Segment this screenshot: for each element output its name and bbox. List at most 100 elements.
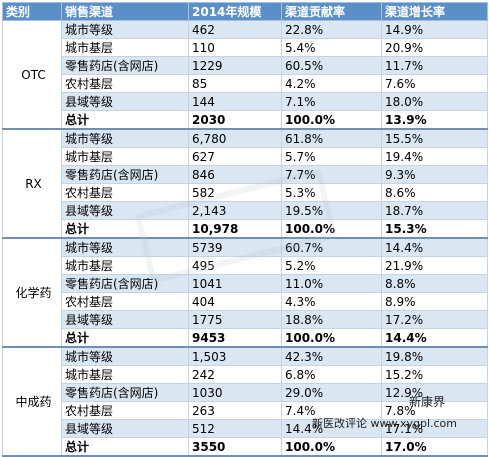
channel-cell: 总计 [61, 219, 189, 239]
header-row: 类别 销售渠道 2014年规模 渠道贡献率 渠道增长率 [2, 2, 488, 21]
growth-cell: 15.2% [381, 365, 488, 384]
table-row: 零售药店(含网店) 846 7.7% 9.3% [3, 165, 488, 184]
scale-cell: 1229 [188, 56, 282, 75]
channel-cell: 城市等级 [61, 237, 189, 257]
table-row: 农村基层 582 5.3% 8.6% [3, 183, 488, 202]
scale-cell: 512 [188, 419, 282, 438]
table-row: 零售药店(含网店) 1229 60.5% 11.7% [3, 56, 488, 75]
contribution-cell: 5.4% [281, 38, 382, 57]
scale-cell: 495 [188, 256, 282, 275]
table-row: 县域等级 2,143 19.5% 18.7% [3, 201, 488, 220]
growth-cell: 13.9% [381, 110, 488, 130]
growth-cell: 15.5% [381, 128, 488, 148]
scale-cell: 85 [188, 74, 282, 93]
scale-cell: 1041 [188, 274, 282, 293]
contribution-cell: 100.0% [281, 328, 382, 348]
table-row: 县域等级 1775 18.8% 17.2% [3, 310, 488, 329]
contribution-cell: 6.8% [281, 365, 382, 384]
growth-cell: 19.4% [381, 147, 488, 166]
scale-cell: 6,780 [188, 128, 282, 148]
growth-cell: 14.4% [381, 237, 488, 257]
channel-cell: 县域等级 [61, 92, 189, 111]
channel-cell: 农村基层 [61, 183, 189, 202]
contribution-cell: 100.0% [281, 437, 382, 457]
channel-cell: 零售药店(含网店) [61, 383, 189, 402]
channel-cell: 县域等级 [61, 310, 189, 329]
contribution-cell: 7.1% [281, 92, 382, 111]
scale-cell: 9453 [188, 328, 282, 348]
category-cell: OTC [2, 20, 62, 130]
scale-cell: 144 [188, 92, 282, 111]
channel-cell: 城市等级 [61, 346, 189, 366]
contribution-cell: 4.2% [281, 74, 382, 93]
contribution-cell: 29.0% [281, 383, 382, 402]
contribution-cell: 19.5% [281, 201, 382, 220]
table-row-total: 总计 9453 100.0% 14.4% [3, 328, 488, 348]
growth-cell: 21.9% [381, 256, 488, 275]
table-row: 化学药 城市等级 5739 60.7% 14.4% [2, 237, 488, 348]
scale-cell: 846 [188, 165, 282, 184]
header-category: 类别 [2, 2, 62, 21]
growth-cell: 20.9% [381, 38, 488, 57]
table-row: 零售药店(含网店) 1030 29.0% 12.9% [3, 383, 488, 402]
channel-cell: 零售药店(含网店) [61, 56, 189, 75]
channel-cell: 城市基层 [61, 147, 189, 166]
table-row: 零售药店(含网店) 1041 11.0% 8.8% [3, 274, 488, 293]
header-channel: 销售渠道 [61, 2, 189, 21]
scale-cell: 627 [188, 147, 282, 166]
table-row: 农村基层 85 4.2% 7.6% [3, 74, 488, 93]
scale-cell: 3550 [188, 437, 282, 457]
contribution-cell: 42.3% [281, 346, 382, 366]
header-growth-rate: 渠道增长率 [381, 2, 488, 21]
table-row: 城市基层 110 5.4% 20.9% [3, 38, 488, 57]
table-body: OTC 城市等级 462 22.8% 14.9% 城市基层 110 5.4% 20.9% 零售药店… [2, 20, 488, 457]
contribution-cell: 5.3% [281, 183, 382, 202]
table-row: 中成药 城市等级 1,503 42.3% 19.8% [2, 346, 488, 457]
table-row: 农村基层 404 4.3% 8.9% [3, 292, 488, 311]
category-cell: 中成药 [2, 346, 62, 457]
growth-cell: 18.7% [381, 201, 488, 220]
growth-cell: 7.6% [381, 74, 488, 93]
channel-cell: 城市等级 [61, 20, 189, 39]
header-contribution-rate: 渠道贡献率 [281, 2, 382, 21]
table-row: OTC 城市等级 462 22.8% 14.9% [2, 20, 488, 130]
contribution-cell: 100.0% [281, 110, 382, 130]
channel-cell: 城市等级 [61, 128, 189, 148]
scale-cell: 1030 [188, 383, 282, 402]
scale-cell: 404 [188, 292, 282, 311]
growth-cell: 11.7% [381, 56, 488, 75]
channel-cell: 农村基层 [61, 292, 189, 311]
contribution-cell: 11.0% [281, 274, 382, 293]
table-row: 县域等级 144 7.1% 18.0% [3, 92, 488, 111]
contribution-cell: 7.4% [281, 401, 382, 420]
table-row-total: 总计 2030 100.0% 13.9% [3, 110, 488, 130]
channel-cell: 零售药店(含网店) [61, 274, 189, 293]
table-row: 城市基层 627 5.7% 19.4% [3, 147, 488, 166]
watermark-footer-text: 新医改评论 www.xygpl.com [312, 417, 458, 430]
scale-cell: 2030 [188, 110, 282, 130]
scale-cell: 242 [188, 365, 282, 384]
scale-cell: 462 [188, 20, 282, 39]
category-cell: RX [2, 128, 62, 239]
growth-cell: 9.3% [381, 165, 488, 184]
contribution-cell: 61.8% [281, 128, 382, 148]
channel-cell: 城市基层 [61, 365, 189, 384]
scale-cell: 5739 [188, 237, 282, 257]
contribution-cell: 100.0% [281, 219, 382, 239]
growth-cell: 15.3% [381, 219, 488, 239]
channel-cell: 县域等级 [61, 201, 189, 220]
table-row: 城市基层 242 6.8% 15.2% [3, 365, 488, 384]
category-cell: 化学药 [2, 237, 62, 348]
growth-cell: 14.4% [381, 328, 488, 348]
channel-cell: 零售药店(含网店) [61, 165, 189, 184]
scale-cell: 582 [188, 183, 282, 202]
contribution-cell: 4.3% [281, 292, 382, 311]
growth-cell: 8.6% [381, 183, 488, 202]
scale-cell: 10,978 [188, 219, 282, 239]
table-row-total: 总计 3550 100.0% 17.0% [3, 437, 488, 457]
growth-cell: 8.8% [381, 274, 488, 293]
channel-cell: 总计 [61, 437, 189, 457]
table-row: 城市基层 495 5.2% 21.9% [3, 256, 488, 275]
growth-cell: 19.8% [381, 346, 488, 366]
